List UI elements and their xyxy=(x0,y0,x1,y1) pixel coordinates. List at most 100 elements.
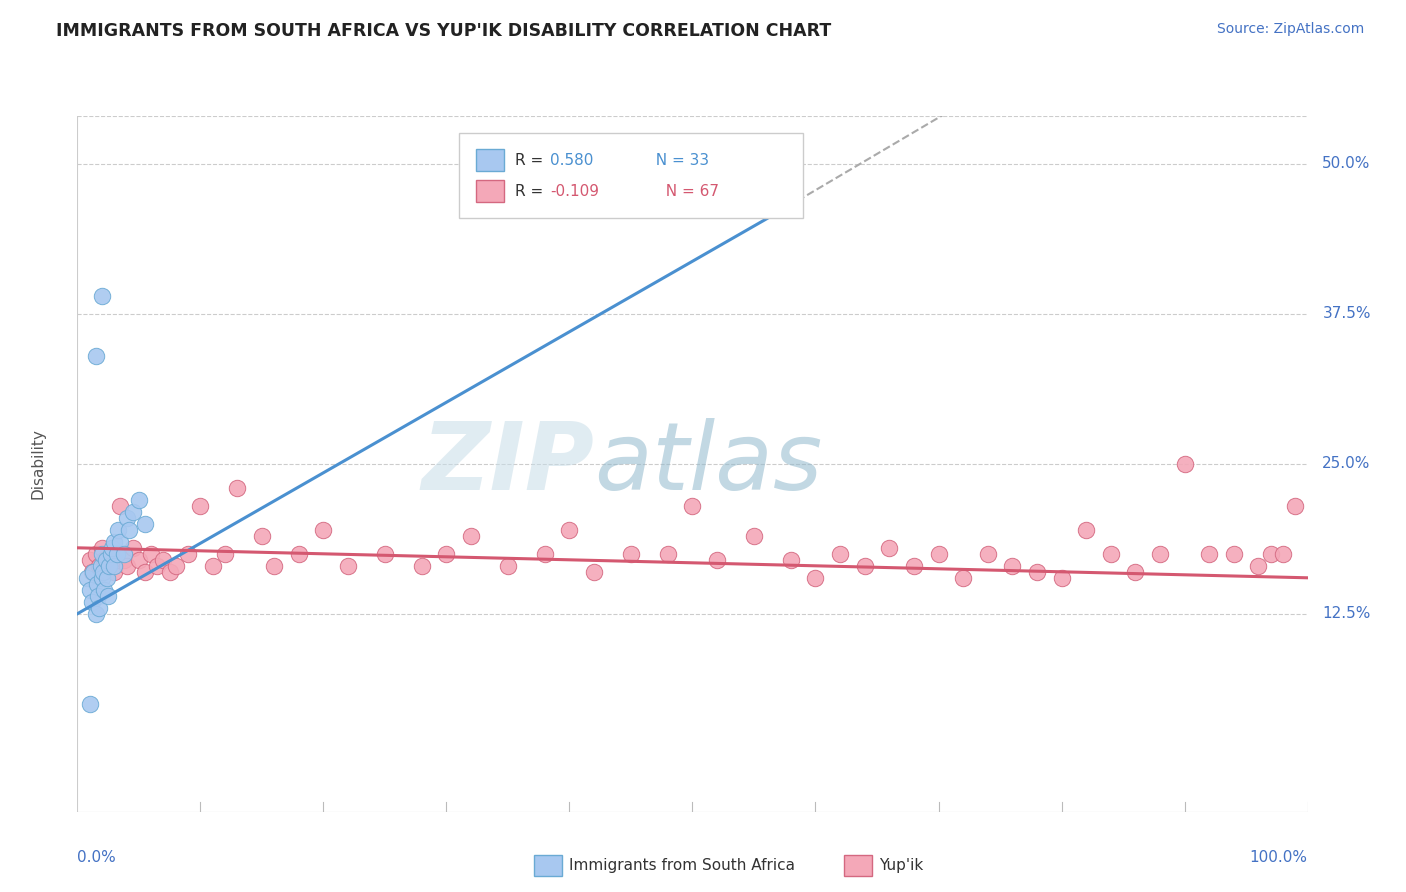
Point xyxy=(110,499,132,513)
Point xyxy=(226,481,249,495)
Point xyxy=(928,547,950,561)
Point xyxy=(312,523,335,537)
Text: 12.5%: 12.5% xyxy=(1323,607,1371,622)
Point xyxy=(177,547,200,561)
Text: 50.0%: 50.0% xyxy=(1323,156,1371,171)
Text: 25.0%: 25.0% xyxy=(1323,457,1371,471)
Text: -0.109: -0.109 xyxy=(550,184,599,199)
Point xyxy=(134,565,156,579)
Point xyxy=(1125,565,1147,579)
Point xyxy=(105,553,128,567)
Point xyxy=(534,547,557,561)
Point xyxy=(91,565,114,579)
Point xyxy=(337,558,360,573)
Point xyxy=(121,541,143,555)
Point xyxy=(742,529,765,543)
Point xyxy=(103,534,125,549)
Point xyxy=(84,547,107,561)
Point xyxy=(780,553,803,567)
Text: Disability: Disability xyxy=(31,428,45,500)
Text: ZIP: ZIP xyxy=(422,417,595,510)
Point xyxy=(86,576,108,591)
Point xyxy=(1223,547,1246,561)
Point xyxy=(1026,565,1049,579)
Point xyxy=(89,558,111,573)
Point xyxy=(97,589,120,603)
Point xyxy=(90,547,114,561)
Point xyxy=(1198,547,1220,561)
Point xyxy=(263,558,285,573)
Point xyxy=(411,558,433,573)
Point xyxy=(460,529,482,543)
Point xyxy=(188,499,212,513)
Point xyxy=(118,523,141,537)
Point xyxy=(128,553,150,567)
Point xyxy=(201,558,224,573)
Point xyxy=(558,523,581,537)
Point xyxy=(84,349,107,363)
Point xyxy=(952,571,974,585)
Point xyxy=(76,571,98,585)
Point xyxy=(107,523,129,537)
Text: 0.580: 0.580 xyxy=(550,153,593,168)
Point xyxy=(903,558,925,573)
Point xyxy=(121,505,143,519)
Point xyxy=(583,565,606,579)
Point xyxy=(1099,547,1122,561)
Point xyxy=(90,289,114,303)
Text: 100.0%: 100.0% xyxy=(1250,850,1308,865)
Text: N = 67: N = 67 xyxy=(655,184,718,199)
Point xyxy=(79,697,101,711)
Text: R =: R = xyxy=(515,184,548,199)
Point xyxy=(1174,457,1197,471)
Text: IMMIGRANTS FROM SOUTH AFRICA VS YUP'IK DISABILITY CORRELATION CHART: IMMIGRANTS FROM SOUTH AFRICA VS YUP'IK D… xyxy=(56,22,831,40)
Point xyxy=(82,595,104,609)
Text: Source: ZipAtlas.com: Source: ZipAtlas.com xyxy=(1216,22,1364,37)
Point xyxy=(152,553,174,567)
Point xyxy=(96,571,118,585)
Point xyxy=(105,547,128,561)
Point xyxy=(79,582,101,597)
Point xyxy=(89,600,111,615)
Point xyxy=(288,547,311,561)
Point xyxy=(90,541,114,555)
Point xyxy=(853,558,876,573)
Point xyxy=(141,547,163,561)
Point xyxy=(101,541,124,555)
Point xyxy=(1149,547,1171,561)
Point xyxy=(804,571,827,585)
Text: R =: R = xyxy=(515,153,548,168)
Point xyxy=(112,553,135,567)
Point xyxy=(115,558,138,573)
Point xyxy=(682,499,704,513)
Text: Yup'ik: Yup'ik xyxy=(879,858,922,872)
Point xyxy=(250,529,273,543)
Point xyxy=(93,553,115,567)
Point xyxy=(97,558,120,573)
Point xyxy=(214,547,236,561)
Point xyxy=(620,547,643,561)
Point xyxy=(1050,571,1073,585)
Point xyxy=(146,558,169,573)
Point xyxy=(82,565,104,579)
Point xyxy=(100,547,122,561)
Point xyxy=(159,565,181,579)
Point xyxy=(94,553,117,567)
Point xyxy=(103,565,125,579)
Point xyxy=(110,534,132,549)
Text: 0.0%: 0.0% xyxy=(77,850,117,865)
Point xyxy=(165,558,187,573)
Point xyxy=(1076,523,1098,537)
Point xyxy=(90,571,114,585)
Point xyxy=(112,547,135,561)
Point xyxy=(657,547,679,561)
Point xyxy=(101,547,124,561)
Text: atlas: atlas xyxy=(595,418,823,509)
Text: N = 33: N = 33 xyxy=(645,153,709,168)
Point xyxy=(1260,547,1282,561)
Point xyxy=(496,558,519,573)
Point xyxy=(436,547,458,561)
Point xyxy=(134,516,156,531)
Point xyxy=(103,558,125,573)
Point xyxy=(879,541,901,555)
